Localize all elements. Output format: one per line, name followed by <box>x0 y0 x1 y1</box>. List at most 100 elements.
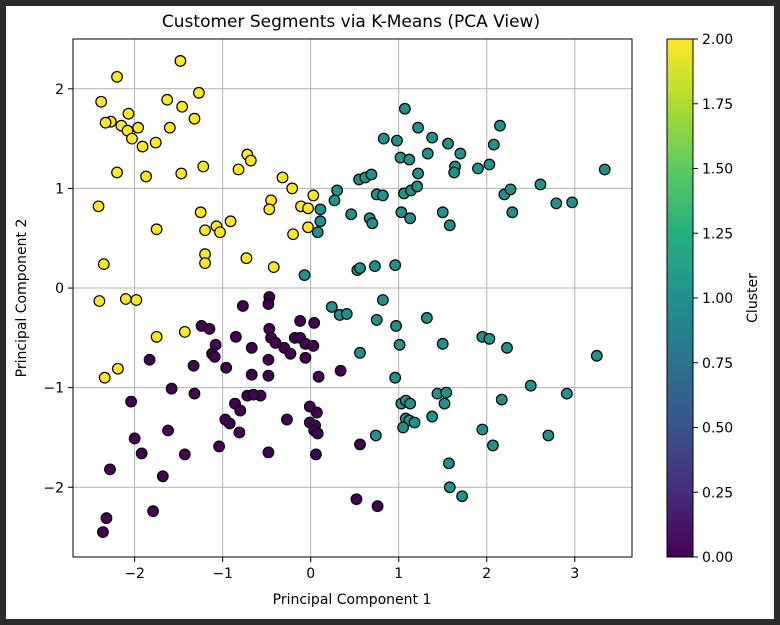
data-point-cluster-2 <box>240 252 253 265</box>
grid-lines <box>73 39 632 557</box>
data-point-cluster-1 <box>366 217 379 230</box>
data-point-cluster-1 <box>398 102 411 115</box>
data-point-cluster-0 <box>371 500 384 513</box>
data-point-cluster-0 <box>104 463 116 476</box>
data-point-cluster-0 <box>208 350 221 363</box>
data-point-cluster-1 <box>377 132 390 145</box>
data-point-cluster-1 <box>456 490 468 503</box>
data-point-cluster-1 <box>412 167 424 180</box>
data-point-cluster-2 <box>140 170 152 183</box>
data-point-cluster-1 <box>354 262 366 275</box>
data-point-cluster-0 <box>220 361 233 374</box>
x-tick-label: 1 <box>394 566 403 582</box>
colorbar-tick-label: 0.25 <box>702 485 733 501</box>
data-point-cluster-1 <box>331 184 343 197</box>
data-point-cluster-1 <box>311 226 324 239</box>
data-point-cluster-1 <box>436 337 449 350</box>
data-point-cluster-0 <box>143 353 156 366</box>
data-point-cluster-0 <box>135 447 148 460</box>
data-point-cluster-1 <box>397 421 410 434</box>
data-point-cluster-1 <box>393 338 406 351</box>
data-point-cluster-0 <box>308 317 321 329</box>
data-point-cluster-2 <box>99 116 112 129</box>
data-point-cluster-1 <box>340 308 353 320</box>
data-point-cluster-2 <box>111 166 123 179</box>
data-point-cluster-0 <box>307 339 320 352</box>
scatter-points <box>92 55 611 538</box>
data-point-cluster-2 <box>194 206 207 219</box>
data-point-cluster-1 <box>404 397 417 410</box>
data-point-cluster-2 <box>224 215 237 228</box>
data-point-cluster-2 <box>192 86 205 99</box>
data-point-cluster-0 <box>281 413 293 426</box>
data-point-cluster-1 <box>395 206 408 219</box>
data-point-cluster-1 <box>345 208 358 221</box>
data-point-cluster-1 <box>566 196 579 209</box>
data-point-cluster-2 <box>197 160 210 173</box>
data-point-cluster-2 <box>111 70 123 83</box>
data-point-cluster-1 <box>391 134 403 147</box>
data-point-cluster-1 <box>501 341 513 354</box>
x-tick-label: 0 <box>306 566 315 582</box>
data-point-cluster-1 <box>376 189 389 202</box>
data-point-cluster-0 <box>311 427 324 440</box>
data-point-cluster-1 <box>389 371 402 384</box>
data-point-cluster-2 <box>98 371 111 384</box>
data-point-cluster-0 <box>284 347 297 360</box>
data-point-cluster-0 <box>262 353 275 366</box>
data-point-cluster-2 <box>286 182 299 195</box>
data-point-cluster-2 <box>122 107 135 120</box>
data-point-cluster-2 <box>263 203 276 216</box>
data-point-cluster-0 <box>219 413 232 426</box>
data-point-cluster-2 <box>150 330 163 343</box>
data-point-cluster-1 <box>325 301 338 313</box>
data-point-cluster-1 <box>534 178 547 191</box>
data-point-cluster-0 <box>312 370 325 383</box>
colorbar-tick-label: 0.50 <box>702 421 733 437</box>
data-point-cluster-2 <box>244 154 257 167</box>
data-point-cluster-1 <box>524 379 537 392</box>
data-point-cluster-1 <box>408 416 421 429</box>
y-tick-label: −1 <box>43 381 64 397</box>
data-point-cluster-2 <box>176 100 189 113</box>
data-point-cluster-1 <box>314 203 327 216</box>
data-point-cluster-1 <box>494 119 506 132</box>
data-point-cluster-0 <box>229 330 242 343</box>
y-axis-ticks: −2 −1 0 1 2 <box>43 82 73 496</box>
data-point-cluster-0 <box>100 512 113 525</box>
data-point-cluster-2 <box>199 257 211 270</box>
data-point-cluster-0 <box>299 351 312 364</box>
chart-canvas: Customer Segments via K-Means (PCA View)… <box>6 6 774 619</box>
y-tick-label: −2 <box>43 480 64 496</box>
colorbar-tick-label: 2.00 <box>702 32 733 48</box>
data-point-cluster-0 <box>245 368 258 381</box>
data-point-cluster-0 <box>125 395 138 408</box>
data-point-cluster-1 <box>314 215 327 228</box>
data-point-cluster-0 <box>203 322 216 335</box>
data-point-cluster-1 <box>487 138 500 151</box>
y-tick-label: 1 <box>55 181 64 197</box>
colorbar-ticks: 0.00 0.25 0.50 0.75 1.00 1.25 1.50 1.75 2.00 <box>693 32 733 566</box>
colorbar-tick-label: 0.00 <box>702 550 733 566</box>
y-tick-label: 0 <box>55 281 64 297</box>
y-tick-label: 2 <box>55 82 64 98</box>
data-point-cluster-1 <box>598 163 611 176</box>
data-point-cluster-1 <box>472 162 484 175</box>
data-point-cluster-1 <box>328 194 341 207</box>
data-point-cluster-2 <box>178 325 191 338</box>
colorbar-tick-label: 1.00 <box>702 291 733 307</box>
data-point-cluster-0 <box>147 505 160 518</box>
data-point-cluster-2 <box>126 132 138 145</box>
data-point-cluster-1 <box>443 481 456 494</box>
data-point-cluster-0 <box>294 315 307 327</box>
data-point-cluster-1 <box>504 183 517 196</box>
data-point-cluster-0 <box>237 300 249 312</box>
data-point-cluster-2 <box>174 55 187 67</box>
data-point-cluster-0 <box>310 406 323 419</box>
y-axis-label: Principal Component 2 <box>14 219 30 378</box>
data-point-cluster-2 <box>119 293 132 305</box>
data-point-cluster-2 <box>302 202 314 215</box>
data-point-cluster-2 <box>175 167 188 180</box>
data-point-cluster-0 <box>262 369 275 382</box>
data-point-cluster-1 <box>487 439 499 452</box>
